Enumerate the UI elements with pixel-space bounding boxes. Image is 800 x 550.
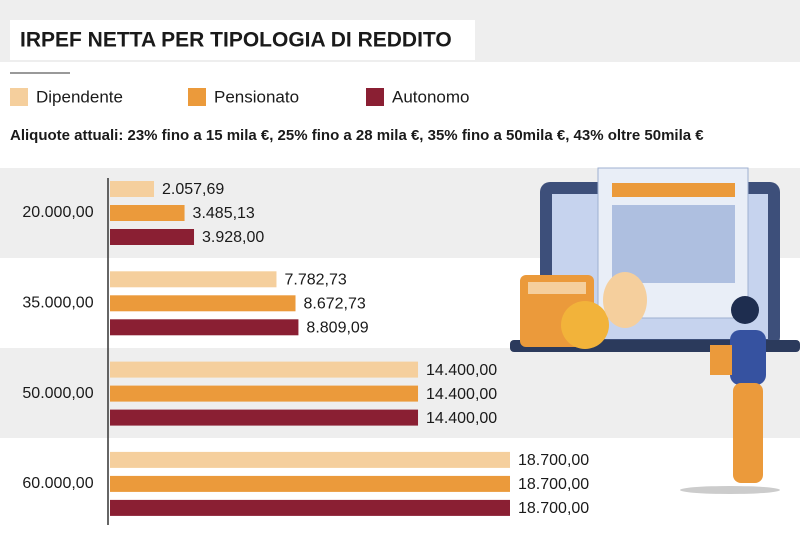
category-label: 35.000,00 <box>22 295 93 312</box>
bar <box>110 181 155 197</box>
legend-swatch <box>10 88 28 106</box>
bar <box>110 271 277 288</box>
bar <box>110 319 299 336</box>
legend-label: Pensionato <box>214 87 299 106</box>
legend-swatch <box>366 88 384 106</box>
bar <box>110 409 419 426</box>
legend-swatch <box>188 88 206 106</box>
chart-title: IRPEF NETTA PER TIPOLOGIA DI REDDITO <box>20 29 452 52</box>
illustration <box>510 167 800 494</box>
bar <box>110 205 185 221</box>
title-box <box>10 20 475 60</box>
value-label: 8.672,73 <box>304 296 366 313</box>
value-label: 3.485,13 <box>193 205 255 222</box>
bar <box>110 385 419 402</box>
chart-subtitle: Aliquote attuali: 23% fino a 15 mila €, … <box>10 127 704 144</box>
bar <box>110 229 195 245</box>
category-label: 50.000,00 <box>22 385 93 402</box>
bar <box>110 499 510 516</box>
value-label: 7.782,73 <box>284 272 346 289</box>
value-label: 8.809,09 <box>306 320 368 337</box>
bar <box>110 295 296 312</box>
value-label: 14.400,00 <box>426 362 497 379</box>
value-label: 14.400,00 <box>426 386 497 403</box>
value-label: 14.400,00 <box>426 410 497 427</box>
bar <box>110 451 510 468</box>
value-label: 18.700,00 <box>518 476 589 493</box>
value-label: 18.700,00 <box>518 500 589 517</box>
category-label: 60.000,00 <box>22 475 93 492</box>
bar <box>110 475 510 492</box>
bar <box>110 361 419 378</box>
legend-label: Autonomo <box>392 87 470 106</box>
legend-label: Dipendente <box>36 87 123 106</box>
value-label: 18.700,00 <box>518 452 589 469</box>
category-label: 20.000,00 <box>22 204 93 221</box>
value-label: 3.928,00 <box>202 229 264 246</box>
value-label: 2.057,69 <box>162 181 224 198</box>
